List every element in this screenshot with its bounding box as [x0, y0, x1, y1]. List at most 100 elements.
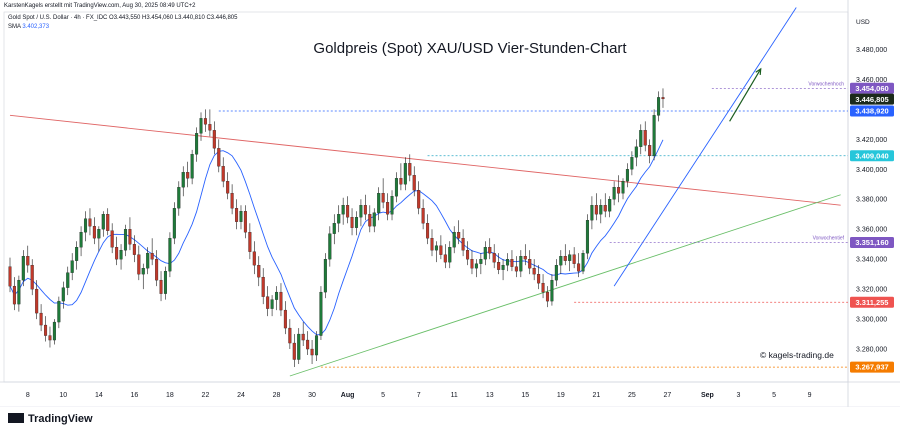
candle-body[interactable]	[554, 265, 558, 281]
candle-body[interactable]	[217, 148, 221, 167]
candle-body[interactable]	[195, 133, 199, 155]
candle-body[interactable]	[168, 238, 172, 272]
candle-body[interactable]	[657, 97, 661, 116]
candle-body[interactable]	[572, 254, 576, 264]
candle-body[interactable]	[497, 262, 501, 270]
candle-body[interactable]	[559, 256, 563, 266]
candle-body[interactable]	[230, 193, 234, 209]
candle-body[interactable]	[239, 211, 243, 222]
candle-body[interactable]	[545, 291, 550, 302]
candle-body[interactable]	[608, 199, 612, 212]
candle-body[interactable]	[386, 202, 390, 215]
candle-body[interactable]	[634, 146, 638, 158]
candle-body[interactable]	[137, 254, 141, 275]
candle-body[interactable]	[368, 214, 372, 227]
candle-body[interactable]	[21, 256, 25, 281]
candle-body[interactable]	[8, 266, 12, 287]
candle-body[interactable]	[625, 169, 629, 182]
candle-body[interactable]	[132, 244, 136, 255]
candle-body[interactable]	[532, 268, 536, 275]
candle-body[interactable]	[301, 333, 305, 341]
candle-body[interactable]	[319, 291, 323, 336]
candle-body[interactable]	[403, 163, 407, 185]
candle-body[interactable]	[97, 229, 101, 239]
candle-body[interactable]	[354, 217, 359, 228]
candle-body[interactable]	[257, 265, 261, 278]
candle-body[interactable]	[594, 205, 598, 215]
candle-body[interactable]	[270, 299, 274, 309]
candle-body[interactable]	[110, 230, 114, 248]
candle-body[interactable]	[412, 175, 416, 191]
candle-body[interactable]	[48, 335, 52, 341]
candle-body[interactable]	[159, 279, 163, 294]
candle-body[interactable]	[57, 300, 61, 323]
candle-body[interactable]	[648, 145, 652, 156]
candle-body[interactable]	[577, 263, 581, 272]
candle-body[interactable]	[603, 205, 607, 212]
candle-body[interactable]	[155, 259, 159, 281]
candle-body[interactable]	[35, 288, 39, 314]
candle-body[interactable]	[39, 312, 43, 326]
candle-body[interactable]	[470, 259, 474, 269]
candle-body[interactable]	[119, 250, 123, 260]
candle-body[interactable]	[79, 232, 83, 248]
candle-body[interactable]	[92, 226, 96, 239]
candle-body[interactable]	[288, 327, 292, 344]
candle-body[interactable]	[12, 285, 16, 305]
candle-body[interactable]	[514, 266, 518, 272]
candle-body[interactable]	[643, 130, 647, 146]
candle-body[interactable]	[70, 260, 74, 273]
candle-body[interactable]	[590, 205, 594, 221]
trendline[interactable]	[289, 194, 841, 377]
candle-body[interactable]	[505, 259, 510, 266]
candle-body[interactable]	[528, 259, 532, 269]
candle-body[interactable]	[163, 270, 168, 294]
trendline[interactable]	[9, 114, 841, 206]
candle-body[interactable]	[243, 211, 247, 233]
candle-body[interactable]	[510, 259, 514, 267]
candle-body[interactable]	[199, 118, 203, 134]
candle-body[interactable]	[66, 272, 70, 288]
candle-body[interactable]	[390, 196, 394, 215]
trendline[interactable]	[613, 7, 797, 287]
projection-arrow[interactable]	[729, 68, 762, 122]
tradingview-logo[interactable]: TradingView	[8, 413, 93, 425]
candle-body[interactable]	[128, 229, 132, 245]
candle-body[interactable]	[466, 250, 470, 260]
candle-body[interactable]	[479, 259, 483, 264]
candle-body[interactable]	[652, 115, 656, 156]
candle-body[interactable]	[150, 253, 154, 260]
candle-body[interactable]	[274, 291, 279, 300]
candle-body[interactable]	[452, 232, 456, 248]
candle-body[interactable]	[381, 193, 385, 203]
candle-body[interactable]	[492, 253, 496, 263]
candle-body[interactable]	[208, 124, 212, 131]
candle-body[interactable]	[341, 205, 345, 215]
candle-body[interactable]	[283, 309, 287, 329]
candle-body[interactable]	[430, 238, 434, 251]
candle-body[interactable]	[448, 247, 452, 263]
candle-body[interactable]	[568, 254, 572, 261]
candle-body[interactable]	[417, 190, 421, 209]
candle-body[interactable]	[461, 238, 465, 251]
candle-body[interactable]	[226, 181, 230, 194]
candle-body[interactable]	[550, 279, 554, 302]
candle-body[interactable]	[261, 276, 265, 297]
candle-body[interactable]	[359, 205, 363, 218]
candle-body[interactable]	[612, 187, 616, 200]
sma-line[interactable]	[9, 139, 664, 336]
sma-legend[interactable]: SMA 3.402,373	[8, 24, 49, 30]
candle-body[interactable]	[235, 208, 239, 222]
candle-body[interactable]	[314, 335, 319, 356]
candle-body[interactable]	[523, 256, 527, 260]
candle-body[interactable]	[141, 268, 145, 275]
candle-body[interactable]	[101, 214, 105, 230]
candle-body[interactable]	[123, 229, 128, 251]
candle-body[interactable]	[252, 251, 256, 266]
candle-body[interactable]	[221, 166, 225, 182]
candle-body[interactable]	[106, 214, 110, 231]
candle-body[interactable]	[434, 245, 438, 251]
plot-area[interactable]	[3, 11, 849, 383]
candle-body[interactable]	[488, 247, 492, 254]
candle-body[interactable]	[630, 157, 634, 170]
